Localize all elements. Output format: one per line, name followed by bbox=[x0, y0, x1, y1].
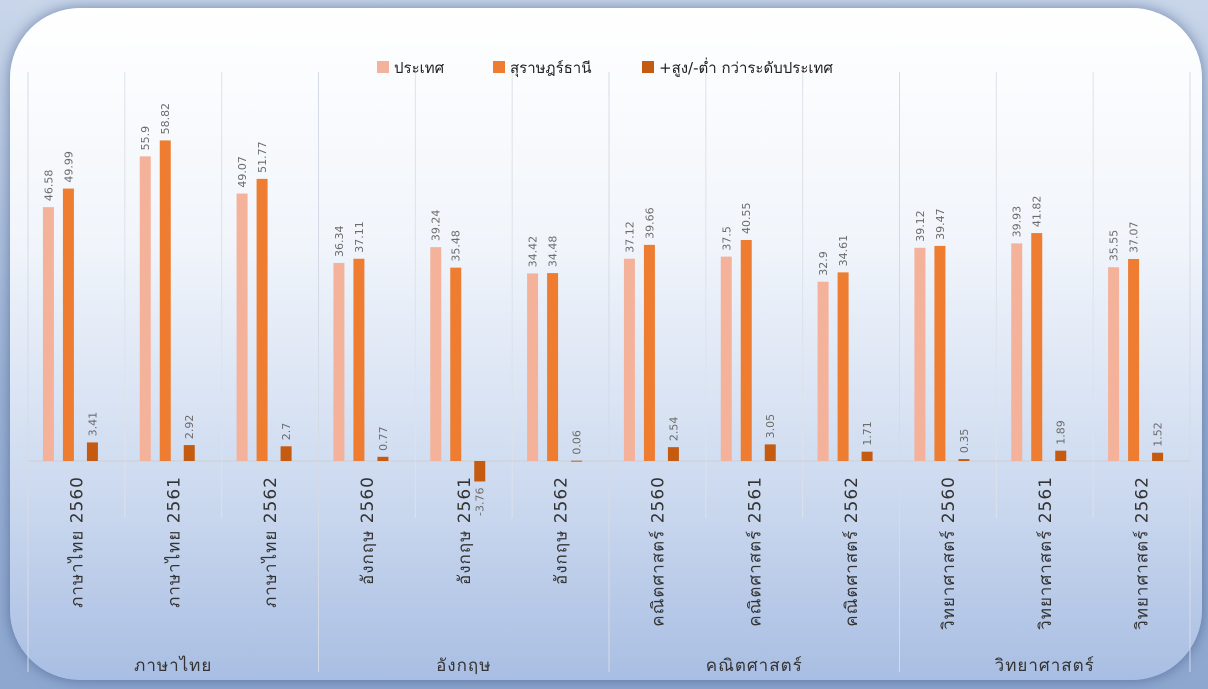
bar-3 bbox=[474, 461, 486, 482]
category-label: คณิตศาสตร์ 2561 bbox=[745, 476, 765, 627]
category-label: ภาษาไทย 2561 bbox=[163, 476, 184, 608]
bar-2 bbox=[62, 188, 74, 461]
data-label: 40.55 bbox=[740, 203, 753, 235]
bar-3 bbox=[667, 447, 679, 461]
category-label: อังกฤษ 2561 bbox=[455, 476, 475, 585]
bar-1 bbox=[42, 207, 54, 461]
bar-1 bbox=[139, 156, 151, 461]
data-label: 49.07 bbox=[236, 156, 249, 187]
bar-1 bbox=[527, 273, 539, 461]
data-label: 37.11 bbox=[353, 221, 366, 253]
category-label: วิทยาศาสตร์ 2561 bbox=[1036, 476, 1056, 630]
category-label: คณิตศาสตร์ 2562 bbox=[842, 476, 862, 627]
category-label: คณิตศาสตร์ 2560 bbox=[648, 476, 668, 627]
chart-card bbox=[10, 8, 1202, 680]
bar-2 bbox=[450, 267, 462, 461]
data-label: 36.34 bbox=[333, 225, 346, 257]
category-label: อังกฤษ 2562 bbox=[552, 476, 572, 585]
data-label: 51.77 bbox=[256, 141, 269, 173]
legend-label: ประเทศ bbox=[394, 59, 445, 77]
bar-3 bbox=[958, 459, 970, 461]
data-label: 0.06 bbox=[571, 430, 584, 455]
data-label: 37.12 bbox=[623, 221, 636, 253]
legend-label: สุราษฎร์ธานี bbox=[510, 59, 591, 78]
data-label: 49.99 bbox=[62, 151, 75, 183]
legend-swatch bbox=[493, 61, 505, 73]
data-label: 37.5 bbox=[720, 226, 733, 251]
data-label: 34.61 bbox=[837, 235, 850, 267]
data-label: -3.76 bbox=[474, 487, 487, 515]
group-label: อังกฤษ bbox=[436, 656, 491, 676]
group-label: วิทยาศาสตร์ bbox=[994, 656, 1095, 676]
data-label: 39.93 bbox=[1011, 206, 1024, 238]
legend-swatch bbox=[377, 61, 389, 73]
bar-1 bbox=[720, 256, 732, 461]
bar-3 bbox=[1152, 452, 1164, 461]
data-label: 58.82 bbox=[159, 103, 172, 135]
bar-1 bbox=[430, 247, 442, 461]
bar-3 bbox=[86, 442, 98, 461]
bar-2 bbox=[353, 258, 365, 461]
bar-3 bbox=[183, 445, 195, 461]
data-label: 0.35 bbox=[958, 429, 971, 454]
bar-1 bbox=[623, 258, 635, 461]
bar-2 bbox=[934, 245, 946, 461]
data-label: 3.41 bbox=[86, 412, 99, 437]
bar-1 bbox=[914, 247, 926, 461]
data-label: 1.71 bbox=[861, 421, 874, 446]
group-label: คณิตศาสตร์ bbox=[706, 656, 803, 676]
category-label: วิทยาศาสตร์ 2560 bbox=[939, 476, 959, 630]
data-label: 35.48 bbox=[450, 230, 463, 262]
bar-2 bbox=[1128, 258, 1140, 461]
data-label: 37.07 bbox=[1128, 221, 1141, 253]
legend-label: +สูง/-ต่ำ กว่าระดับประเทศ bbox=[659, 57, 833, 77]
data-label: 2.7 bbox=[280, 423, 293, 441]
data-label: 35.55 bbox=[1108, 230, 1121, 262]
data-label: 39.12 bbox=[914, 210, 927, 242]
bar-2 bbox=[547, 273, 559, 461]
bar-1 bbox=[1108, 267, 1120, 461]
bar-3 bbox=[861, 451, 873, 461]
bar-2 bbox=[256, 178, 268, 461]
bar-2 bbox=[159, 140, 171, 461]
bar-3 bbox=[764, 444, 776, 461]
data-label: 39.66 bbox=[643, 207, 656, 239]
category-label: ภาษาไทย 2560 bbox=[66, 476, 87, 608]
bar-1 bbox=[236, 193, 248, 462]
category-label: อังกฤษ 2560 bbox=[358, 476, 378, 585]
bar-2 bbox=[740, 240, 752, 461]
data-label: 1.89 bbox=[1055, 420, 1068, 445]
data-label: 3.05 bbox=[764, 414, 777, 439]
category-label: ภาษาไทย 2562 bbox=[260, 476, 281, 608]
data-label: 41.82 bbox=[1031, 196, 1044, 228]
bar-1 bbox=[333, 262, 345, 461]
data-label: 34.48 bbox=[547, 236, 560, 268]
data-label: 2.92 bbox=[183, 415, 196, 440]
bar-2 bbox=[643, 244, 655, 461]
legend-swatch bbox=[642, 61, 654, 73]
data-label: 0.77 bbox=[377, 426, 390, 451]
data-label: 39.24 bbox=[430, 210, 443, 242]
data-label: 39.47 bbox=[934, 208, 947, 240]
bar-1 bbox=[1011, 243, 1023, 461]
bar-2 bbox=[1031, 233, 1043, 461]
bar-3 bbox=[377, 456, 389, 461]
data-label: 46.58 bbox=[42, 170, 55, 202]
data-label: 2.54 bbox=[667, 417, 680, 442]
bar-2 bbox=[837, 272, 849, 461]
bar-3 bbox=[571, 460, 583, 462]
data-label: 32.9 bbox=[817, 251, 830, 276]
bar-3 bbox=[1055, 450, 1067, 461]
category-label: วิทยาศาสตร์ 2562 bbox=[1133, 476, 1153, 630]
data-label: 34.42 bbox=[527, 236, 540, 268]
group-label: ภาษาไทย bbox=[134, 655, 212, 676]
bar-1 bbox=[817, 281, 829, 461]
bar-3 bbox=[280, 446, 292, 461]
data-label: 55.9 bbox=[139, 126, 152, 151]
data-label: 1.52 bbox=[1152, 422, 1165, 447]
